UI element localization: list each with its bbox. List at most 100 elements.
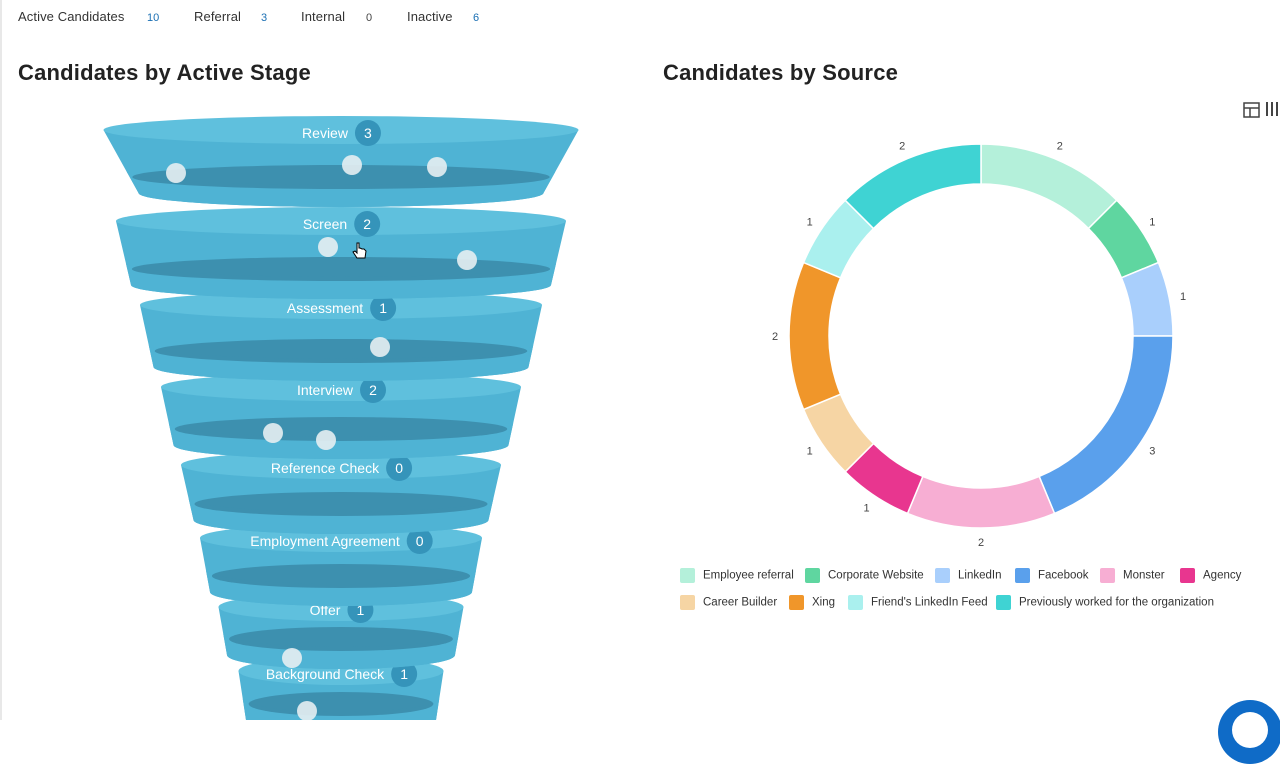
legend-label: Xing [812, 596, 836, 609]
stat-label: Inactive [407, 9, 453, 24]
funnel-bubble [263, 423, 283, 443]
funnel-bubble [282, 648, 302, 668]
stat-internal[interactable]: Internal 0 [301, 8, 372, 26]
funnel-stage[interactable]: Reference Check 0 [181, 451, 501, 534]
legend-swatch [1180, 568, 1195, 583]
funnel-stage[interactable]: Interview 2 [161, 373, 521, 460]
donut-slice-value: 2 [978, 537, 984, 549]
funnel-stage-top [103, 116, 579, 144]
donut-slice-value: 2 [1057, 141, 1063, 153]
funnel-stage-shadow [154, 339, 528, 363]
stat-label: Referral [194, 9, 242, 24]
funnel-stage-count-badge [360, 377, 387, 403]
legend-item[interactable]: Monster [1100, 568, 1165, 583]
donut-slice[interactable] [980, 143, 1118, 230]
donut-slice-value: 2 [899, 141, 905, 153]
funnel-bubble [316, 430, 336, 450]
legend-swatch [848, 595, 863, 610]
legend-label: Monster [1123, 569, 1165, 582]
legend-label: Agency [1203, 569, 1242, 582]
funnel-stage-label: Review [302, 125, 349, 141]
funnel-stage[interactable]: Assessment 1 [140, 291, 542, 381]
donut-slice-value: 1 [807, 217, 813, 229]
stat-active-candidates[interactable]: Active Candidates 10 [18, 8, 159, 26]
funnel-stage-count-badge [370, 295, 397, 321]
funnel-stage-top [161, 373, 521, 401]
layout-toggle-button[interactable] [1242, 100, 1280, 122]
funnel-bubble [370, 337, 390, 357]
funnel-stage[interactable]: Background Check 1 [238, 657, 444, 720]
funnel-stage-shadow [229, 627, 453, 651]
funnel-stage-base [242, 698, 440, 720]
funnel-stage-label: Assessment [287, 300, 363, 316]
funnel-bubble [166, 163, 186, 183]
legend-label: Friend's LinkedIn Feed [871, 596, 988, 609]
funnel-bubble [318, 237, 338, 257]
legend-item[interactable]: Corporate Website [805, 568, 924, 583]
donut-slice-value: 2 [772, 331, 778, 343]
legend-label: Employee referral [703, 569, 794, 582]
funnel-stage-shadow [174, 417, 508, 441]
funnel-stage-count: 0 [395, 460, 403, 476]
funnel-stage-count-badge [354, 211, 381, 237]
funnel-stage-count: 1 [400, 666, 408, 682]
donut-slice-value: 1 [807, 445, 813, 457]
legend-swatch [996, 595, 1011, 610]
stat-label: Internal [301, 9, 346, 24]
funnel-stage-shadow [131, 257, 551, 281]
donut-slice-value: 3 [1149, 445, 1155, 457]
legend-item[interactable]: Facebook [1015, 568, 1089, 583]
funnel-stage-count: 0 [416, 533, 424, 549]
funnel-stage[interactable]: Employment Agreement 0 [200, 524, 482, 606]
funnel-stage-shadow [194, 492, 488, 516]
legend-swatch [1015, 568, 1030, 583]
donut-slice[interactable] [906, 475, 1056, 529]
legend-item[interactable]: Career Builder [680, 595, 777, 610]
legend-swatch [1100, 568, 1115, 583]
funnel-stage-count: 3 [364, 125, 372, 141]
stat-referral[interactable]: Referral 3 [194, 8, 267, 26]
legend-item[interactable]: Xing [789, 595, 835, 610]
source-donut-chart: 2 1 1 3 2 1 1 2 1 2 [772, 141, 1186, 549]
legend-label: LinkedIn [958, 569, 1002, 582]
legend-label: Corporate Website [828, 569, 924, 582]
funnel-stage-top [116, 207, 566, 235]
funnel-stage[interactable]: Screen 2 [116, 207, 566, 299]
chat-launcher-button[interactable] [1218, 700, 1280, 764]
stat-count: 10 [147, 12, 160, 24]
funnel-stage-top [181, 451, 501, 479]
legend-swatch [680, 568, 695, 583]
table-layout-icon [1243, 102, 1278, 118]
funnel-stage-label: Screen [303, 216, 347, 232]
donut-slice[interactable] [788, 261, 842, 411]
legend-swatch [935, 568, 950, 583]
funnel-bubble [342, 155, 362, 175]
donut-slice-value: 1 [1180, 291, 1186, 303]
legend-swatch [680, 595, 695, 610]
funnel-stage-count-badge [406, 528, 433, 554]
funnel-stage-count: 2 [363, 216, 371, 232]
legend-item[interactable]: Employee referral [680, 568, 794, 583]
legend-item[interactable]: Friend's LinkedIn Feed [848, 595, 988, 610]
legend-swatch [805, 568, 820, 583]
funnel-bubble [427, 157, 447, 177]
funnel-stage-shadow [211, 564, 471, 588]
legend-label: Facebook [1038, 569, 1089, 582]
left-border [0, 0, 2, 720]
legend-item[interactable]: Agency [1180, 568, 1241, 583]
stat-inactive[interactable]: Inactive 6 [407, 8, 479, 26]
funnel-stage-count: 2 [369, 382, 377, 398]
funnel-stage-count-badge [354, 120, 381, 146]
funnel-stage-label: Offer [310, 602, 341, 618]
funnel-stage-label: Interview [297, 382, 354, 398]
legend-item[interactable]: Previously worked for the organization [996, 595, 1214, 610]
funnel-stage[interactable]: Offer 1 [218, 593, 464, 669]
donut-slice[interactable] [844, 143, 982, 230]
funnel-stage[interactable]: Review 3 [103, 116, 579, 207]
legend-item[interactable]: LinkedIn [935, 568, 1001, 583]
funnel-stage-count-badge [386, 455, 413, 481]
funnel-stage-shadow [248, 692, 434, 716]
funnel-stage-label: Reference Check [271, 460, 380, 476]
donut-slice[interactable] [1038, 335, 1174, 515]
